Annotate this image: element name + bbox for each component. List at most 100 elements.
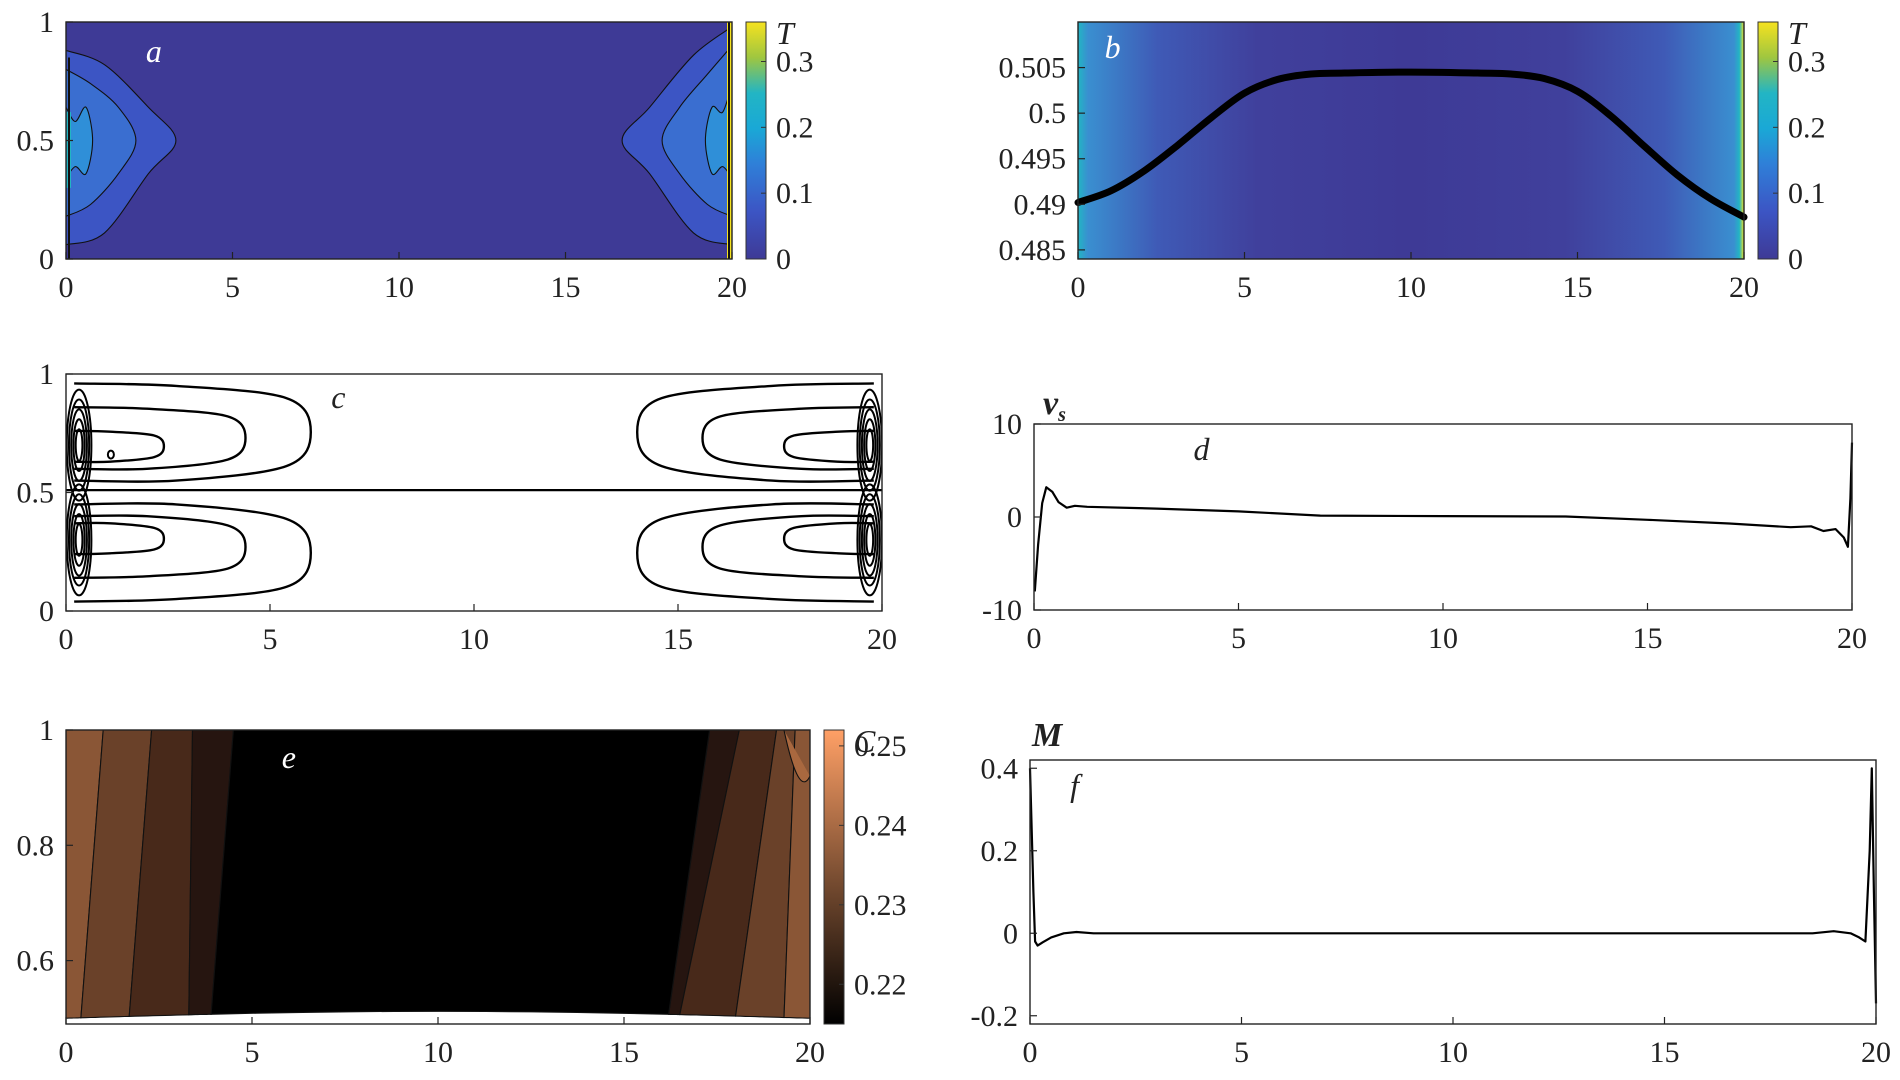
x-tick-label-a: 20 — [717, 271, 747, 304]
x-tick-label-d: 10 — [1428, 622, 1458, 655]
y-tick-label-a: 0.5 — [17, 125, 55, 158]
colorbar-title-b: T — [1788, 15, 1808, 51]
panel-label-d: d — [1194, 431, 1211, 467]
x-tick-label-d: 15 — [1633, 622, 1663, 655]
series-line-interface — [1074, 68, 1748, 221]
heatmap-background-b — [1078, 22, 1744, 259]
y-tick-label-e: 1 — [39, 714, 54, 747]
colorbar-tick-label-a: 0.2 — [776, 111, 814, 144]
wall-loop-right — [863, 513, 877, 567]
x-tick-label-f: 5 — [1234, 1036, 1249, 1069]
x-tick-label-f: 15 — [1650, 1036, 1680, 1069]
streamline-right-lower-2 — [701, 514, 874, 580]
colorbar-tick-label-e: 0.22 — [854, 968, 907, 1001]
x-tick-label-c: 15 — [663, 623, 693, 656]
streamline-right-upper-2 — [701, 405, 874, 471]
y-tick-label-c: 1 — [39, 358, 54, 391]
colorbar-tick-label-b: 0.2 — [1788, 111, 1826, 144]
y-tick-label-b: 0.495 — [999, 143, 1067, 176]
x-tick-label-b: 20 — [1729, 271, 1759, 304]
y-tick-label-f: 0.4 — [981, 752, 1019, 785]
colorbar-tick-label-b: 0.1 — [1788, 177, 1826, 210]
wall-loop-right — [856, 388, 882, 502]
axes-frame-f — [1029, 759, 1877, 1025]
color-band-corner — [783, 730, 810, 783]
x-tick-label-c: 10 — [459, 623, 489, 656]
x-tick-label-a: 10 — [384, 271, 414, 304]
plot-background-c — [66, 374, 882, 611]
wall-loop-left — [67, 398, 91, 492]
y-tick-label-e: 0.6 — [17, 945, 55, 978]
streamline-left-upper-1 — [74, 382, 313, 483]
x-tick-label-d: 5 — [1231, 622, 1246, 655]
wall-loop-right — [860, 408, 879, 482]
wall-loop-right — [860, 503, 879, 577]
wall-loop-left — [72, 418, 86, 472]
wall-loop-right — [863, 418, 877, 472]
x-tick-label-d: 0 — [1027, 622, 1042, 655]
wall-loop-left — [67, 493, 91, 587]
band-group-e — [66, 730, 810, 1019]
x-tick-label-e: 15 — [609, 1036, 639, 1069]
y-tick-label-f: 0.2 — [981, 835, 1019, 868]
x-tick-label-d: 20 — [1837, 622, 1867, 655]
y-tick-label-f: -0.2 — [971, 1000, 1019, 1033]
wall-loop-left — [72, 513, 86, 567]
contour-left-level-2 — [66, 68, 137, 217]
color-band-right-2 — [679, 730, 778, 1017]
x-tick-label-a: 5 — [225, 271, 240, 304]
wall-loop-left — [66, 483, 93, 597]
x-tick-label-f: 20 — [1861, 1036, 1891, 1069]
x-tick-label-a: 15 — [551, 271, 581, 304]
contour-left-level-3 — [66, 106, 94, 180]
colorbar-tick-label-e: 0.23 — [854, 889, 907, 922]
heatmap-background-a — [66, 22, 732, 259]
streamline-left-upper-3 — [74, 429, 166, 464]
y-axis-label-d: vs — [1043, 385, 1066, 426]
y-tick-label-c: 0.5 — [17, 477, 55, 510]
wall-loop-left — [74, 522, 84, 557]
y-tick-label-d: 0 — [1007, 501, 1022, 534]
panel-c: c 0 5 10 15 20 0 0.5 1 — [17, 358, 898, 656]
colorbar-title-a: T — [776, 15, 796, 51]
x-tick-label-c: 0 — [59, 623, 74, 656]
colorbar-b — [1757, 21, 1779, 260]
x-tick-label-b: 0 — [1071, 271, 1086, 304]
wall-loop-right — [858, 493, 881, 587]
series-line-M — [1028, 767, 1878, 1004]
colorbar-e — [823, 729, 845, 1025]
x-tick-label-b: 5 — [1237, 271, 1252, 304]
streamline-left-lower-3 — [74, 521, 166, 556]
streamline-right-upper-1 — [635, 382, 874, 483]
color-band-right-3 — [734, 730, 796, 1019]
y-tick-label-d: -10 — [982, 594, 1022, 627]
x-tick-label-b: 10 — [1396, 271, 1426, 304]
wall-loop-left — [70, 503, 88, 577]
x-tick-label-c: 5 — [263, 623, 278, 656]
color-band-left-2 — [80, 730, 153, 1019]
y-axis-label-f: M — [1031, 717, 1064, 754]
y-tick-label-b: 0.505 — [999, 52, 1067, 85]
colorbar-title-e: C — [854, 723, 876, 759]
panel-label-f: f — [1070, 767, 1083, 803]
x-tick-label-c: 20 — [867, 623, 897, 656]
colorbar-tick-label-b: 0.3 — [1788, 46, 1826, 79]
wall-loop-left — [70, 408, 88, 482]
y-tick-label-c: 0 — [39, 595, 54, 628]
colorbar-tick-label-a: 0.1 — [776, 177, 814, 210]
wall-loop-left — [66, 388, 93, 502]
panel-label-b: b — [1105, 29, 1121, 65]
colorbar-tick-label-a: 0.3 — [776, 46, 814, 79]
x-tick-label-e: 10 — [423, 1036, 453, 1069]
streamline-right-lower-1 — [635, 502, 874, 603]
y-tick-label-b: 0.5 — [1029, 97, 1067, 130]
wall-loop-right — [856, 483, 882, 597]
panel-b: b 0 5 10 15 20 0.485 0.49 0.495 0.5 0.505 0 0.1 0.2 0.… — [999, 15, 1826, 304]
colorbar-tick-label-b: 0 — [1788, 243, 1803, 276]
x-tick-label-e: 0 — [59, 1036, 74, 1069]
wall-loop-right — [865, 522, 875, 557]
streamline-eddy — [106, 449, 115, 460]
series-line-vs — [1033, 442, 1854, 592]
streamline-left-upper-2 — [74, 405, 247, 471]
